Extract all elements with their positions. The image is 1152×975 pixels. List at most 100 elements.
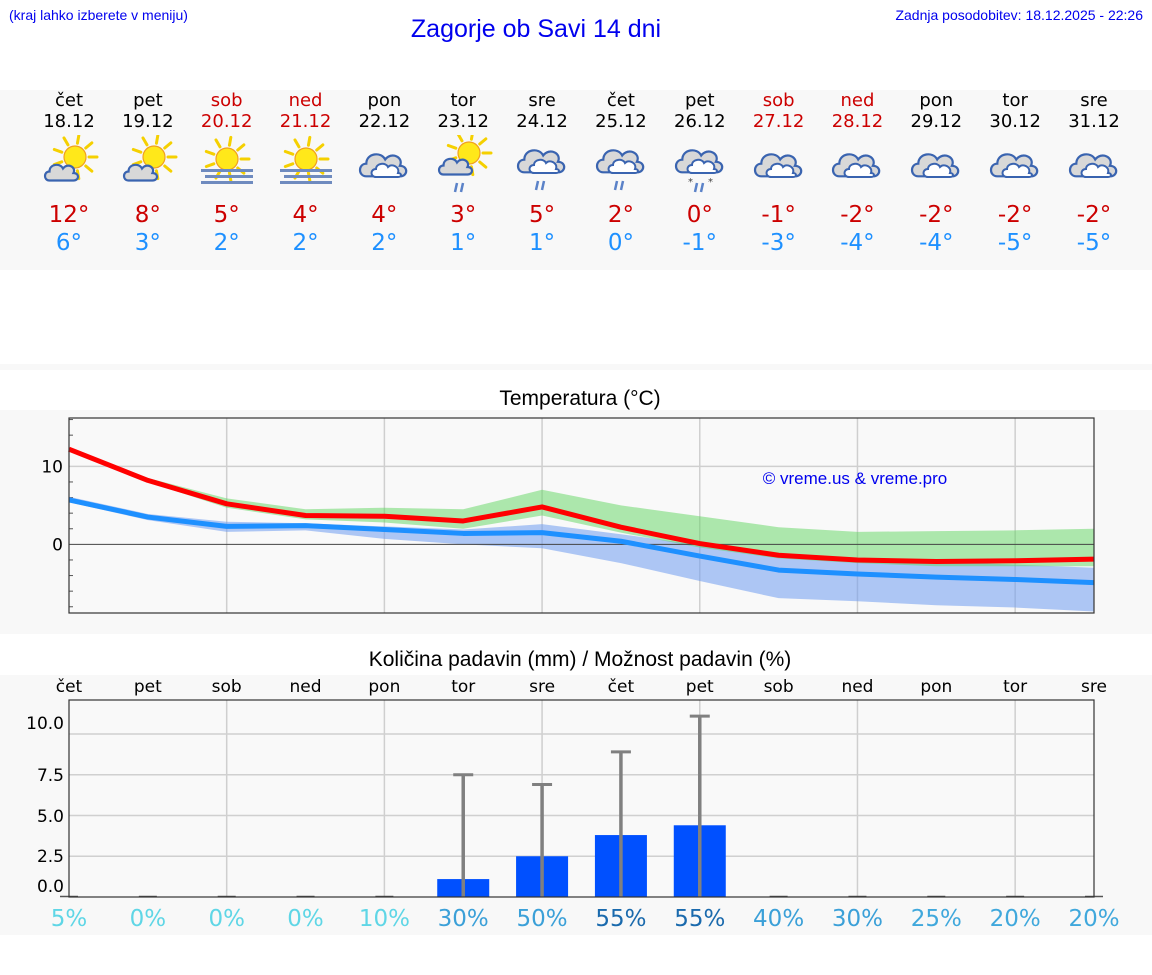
day-label: čet xyxy=(56,677,83,697)
day-name: tor xyxy=(1002,90,1028,111)
precip-probability: 30% xyxy=(438,906,489,932)
temp-min: -1° xyxy=(682,230,717,256)
precipitation-chart-title: Količina padavin (mm) / Možnost padavin … xyxy=(368,648,792,671)
svg-text:*: * xyxy=(688,177,693,188)
precipitation-chart-panel: 0.0 2.5 5.0 7.5 10.0 čet pet sob ned pon tor sre čet… xyxy=(0,675,1152,935)
y-tick-label: 5.0 xyxy=(37,807,64,827)
day-name: čet xyxy=(54,90,84,111)
temp-max: -2° xyxy=(1076,202,1112,228)
day-date: 28.12 xyxy=(831,111,884,132)
temp-max: 4° xyxy=(371,202,398,228)
last-update-text: Zadnja posodobitev: 18.12.2025 - 22:26 xyxy=(895,7,1143,23)
precip-probability: 55% xyxy=(595,906,646,932)
precip-probability: 0% xyxy=(130,906,167,932)
page-title: Zagorje ob Savi 14 dni xyxy=(410,15,662,43)
day-label: pet xyxy=(686,677,714,697)
temp-min: 3° xyxy=(134,230,161,256)
temp-min: -5° xyxy=(1076,230,1112,256)
partly-cloudy-sun-icon xyxy=(43,135,99,182)
cloudy-icon xyxy=(1068,153,1118,178)
day-label: tor xyxy=(451,677,475,697)
day-date: 19.12 xyxy=(122,111,174,132)
day-date: 21.12 xyxy=(279,111,332,132)
day-column: pet 19.12 8° 3° xyxy=(108,90,188,257)
precip-probability: 40% xyxy=(753,906,804,932)
temp-max: -2° xyxy=(997,202,1033,228)
day-label: sob xyxy=(764,677,794,697)
precip-probability: 0% xyxy=(287,906,324,932)
day-date: 31.12 xyxy=(1068,111,1120,132)
temp-max: 12° xyxy=(48,202,90,228)
day-date: 22.12 xyxy=(358,111,411,132)
day-column: ned 28.12 -2° -4° xyxy=(817,90,897,257)
day-name: čet xyxy=(606,90,635,111)
precip-probability: 55% xyxy=(674,906,725,932)
temp-max: -2° xyxy=(919,202,954,228)
temp-min: 2° xyxy=(292,230,319,256)
partly-cloudy-sun-icon xyxy=(122,135,178,182)
day-column: pon 29.12 -2° -4° xyxy=(896,90,976,257)
precip-probability: 25% xyxy=(911,906,962,932)
temp-max: 5° xyxy=(528,202,556,228)
cloud-sleet-icon: * * xyxy=(674,149,724,193)
day-name: sob xyxy=(762,90,795,111)
day-label: ned xyxy=(841,677,873,697)
precip-probability: 10% xyxy=(359,906,410,932)
day-date: 18.12 xyxy=(43,111,95,132)
y-tick-label: 10.0 xyxy=(26,714,64,734)
daily-forecast-panel: čet 18.12 12° 6° pet 19.12 8° 3° sob 20.… xyxy=(0,90,1152,270)
day-name: sre xyxy=(1080,90,1108,111)
day-column: tor 30.12 -2° -5° xyxy=(975,90,1055,257)
day-column: ned 21.12 4° 2° xyxy=(266,90,346,257)
day-column: tor 23.12 3° 1° xyxy=(423,90,503,257)
temp-max: 0° xyxy=(686,202,713,228)
day-column: čet 25.12 2° 0° xyxy=(581,90,661,257)
day-column: čet 18.12 12° 6° xyxy=(29,90,109,257)
temp-min: -4° xyxy=(840,230,875,256)
day-column: sre 24.12 5° 1° xyxy=(502,90,582,257)
day-name: pon xyxy=(367,90,402,111)
precip-probability: 30% xyxy=(832,906,883,932)
cloudy-icon xyxy=(832,153,881,178)
precip-probability: 5% xyxy=(51,906,88,932)
temperature-chart-panel: 0 10 © vreme.us & vreme.pro xyxy=(0,410,1152,634)
day-column: pon 22.12 4° 2° xyxy=(344,90,424,257)
temp-max: 5° xyxy=(213,202,240,228)
day-name: sob xyxy=(210,90,243,111)
day-label: sre xyxy=(1081,677,1107,697)
precip-probability: 20% xyxy=(1068,906,1119,932)
day-name: ned xyxy=(840,90,875,111)
temp-max: 2° xyxy=(607,202,634,228)
day-date: 20.12 xyxy=(200,111,253,132)
y-tick-label: 0 xyxy=(52,535,63,555)
sun-fog-icon xyxy=(200,135,253,184)
y-tick-label: 0.0 xyxy=(37,877,64,897)
temp-min: -4° xyxy=(919,230,954,256)
day-name: tor xyxy=(450,90,476,111)
copyright-watermark: © vreme.us & vreme.pro xyxy=(763,469,947,488)
day-column: sob 20.12 5° 2° xyxy=(187,90,267,257)
temp-max: 3° xyxy=(450,202,477,228)
y-tick-label: 10 xyxy=(41,457,63,477)
sun-cloud-rain-icon xyxy=(438,135,493,193)
cloud-rain-icon xyxy=(516,149,566,191)
day-name: pon xyxy=(919,90,954,111)
day-date: 23.12 xyxy=(437,111,489,132)
day-label: pet xyxy=(134,677,162,697)
day-column: pet 26.12 * * 0° -1° xyxy=(660,90,740,257)
day-name: ned xyxy=(288,90,323,111)
day-label: čet xyxy=(608,677,635,697)
day-date: 30.12 xyxy=(989,111,1041,132)
location-menu-hint[interactable]: (kraj lahko izberete v meniju) xyxy=(9,7,188,23)
precip-probability: 0% xyxy=(208,906,245,932)
precip-probability: 20% xyxy=(990,906,1041,932)
day-label: sre xyxy=(529,677,555,697)
temp-max: 4° xyxy=(292,202,319,228)
precipitation-chart: 0.0 2.5 5.0 7.5 10.0 čet pet sob ned pon tor sre čet… xyxy=(26,677,1119,932)
day-date: 24.12 xyxy=(516,111,568,132)
day-name: pet xyxy=(133,90,163,111)
cloudy-icon xyxy=(359,153,408,178)
divider xyxy=(0,364,1152,370)
precip-probability: 50% xyxy=(517,906,568,932)
temp-min: 2° xyxy=(213,230,240,256)
